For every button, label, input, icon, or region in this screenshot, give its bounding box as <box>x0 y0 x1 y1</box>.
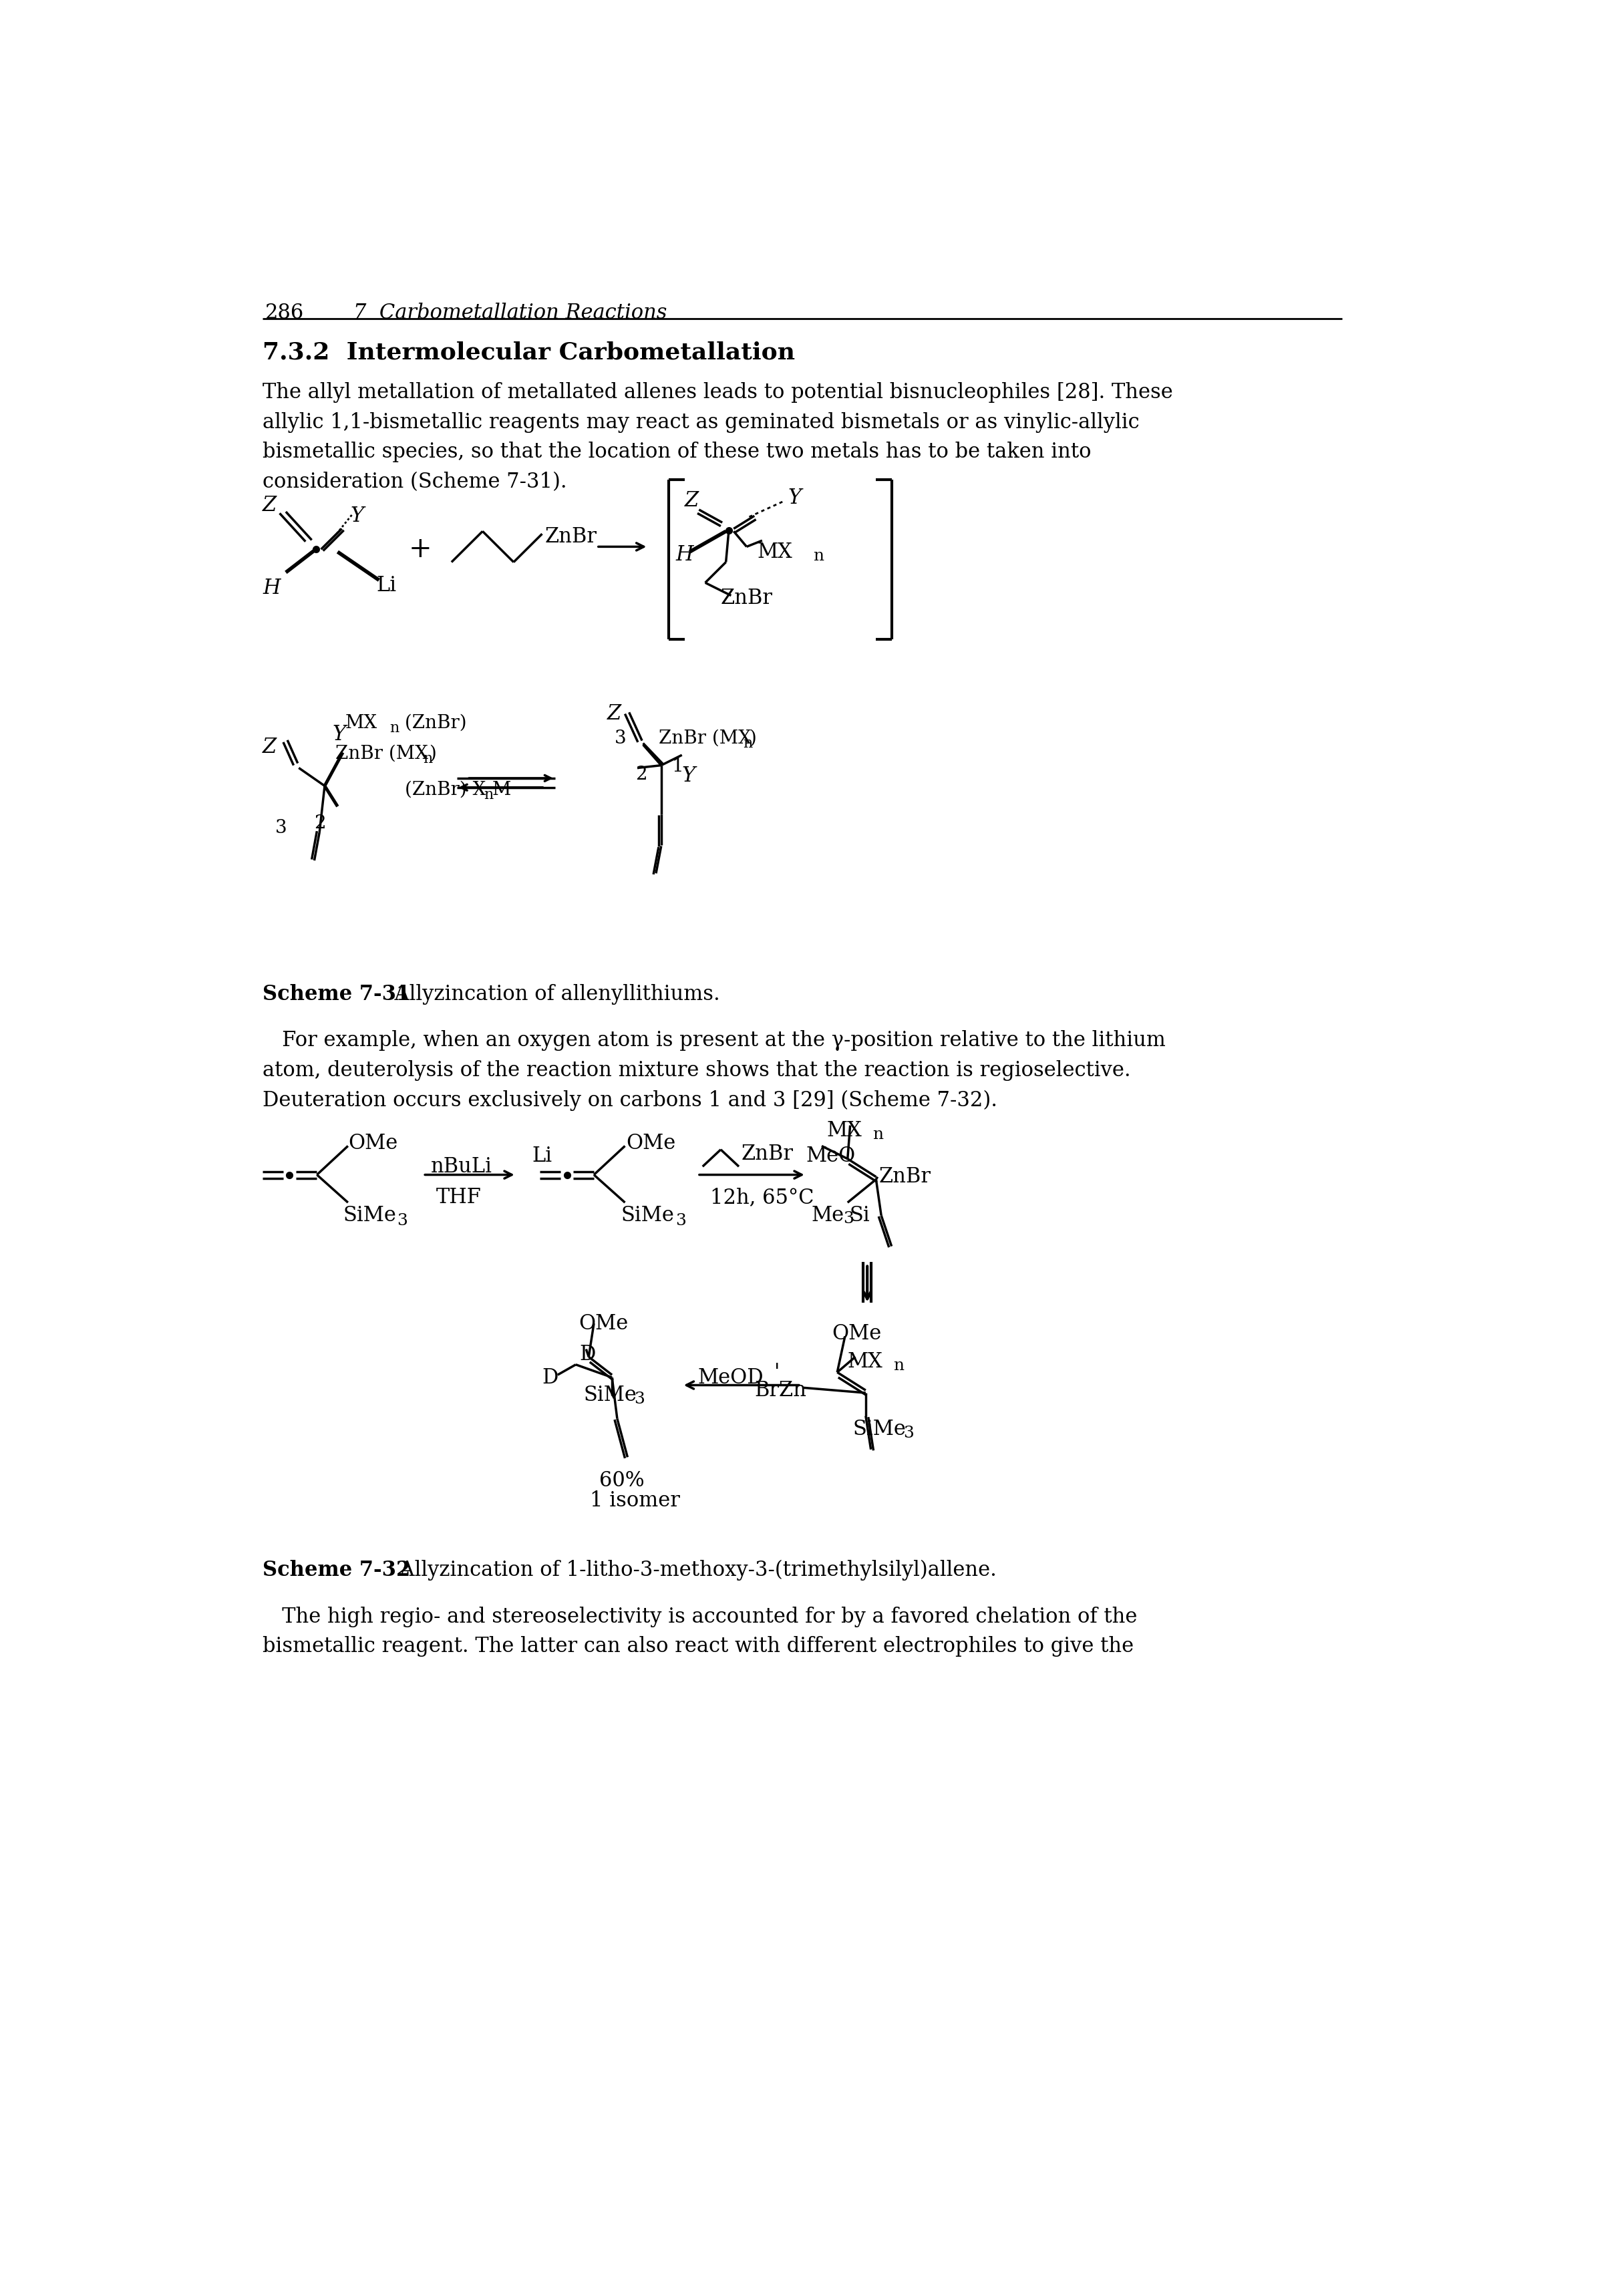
Text: Scheme 7-32: Scheme 7-32 <box>263 1560 411 1581</box>
Text: atom, deuterolysis of the reaction mixture shows that the reaction is regioselec: atom, deuterolysis of the reaction mixtu… <box>263 1060 1130 1080</box>
Text: 3: 3 <box>843 1211 854 1227</box>
Text: BrZn: BrZn <box>755 1380 807 1400</box>
Text: 3: 3 <box>903 1425 914 1441</box>
Text: ): ) <box>749 729 757 747</box>
Text: Allyzincation of 1-litho-3-methoxy-3-(trimethylsilyl)allene.: Allyzincation of 1-litho-3-methoxy-3-(tr… <box>387 1560 997 1581</box>
Text: D: D <box>542 1368 559 1389</box>
Text: Y: Y <box>351 505 364 525</box>
Text: ): ) <box>429 745 437 763</box>
Text: ZnBr: ZnBr <box>879 1167 931 1188</box>
Text: MX: MX <box>827 1119 862 1142</box>
Text: MeOD: MeOD <box>697 1368 763 1389</box>
Text: 1 isomer: 1 isomer <box>590 1491 680 1512</box>
Text: bismetallic reagent. The latter can also react with different electrophiles to g: bismetallic reagent. The latter can also… <box>263 1635 1134 1656</box>
Text: Y: Y <box>333 724 346 745</box>
Text: Z: Z <box>684 491 698 512</box>
Text: H: H <box>263 578 281 598</box>
Text: 3: 3 <box>614 729 627 747</box>
Text: ZnBr: ZnBr <box>544 525 596 546</box>
Text: 3: 3 <box>398 1213 408 1229</box>
Text: OMe: OMe <box>578 1313 628 1334</box>
Text: 7  Carbometallation Reactions: 7 Carbometallation Reactions <box>352 301 667 322</box>
Text: ZnBr: ZnBr <box>721 587 773 608</box>
Text: SiMe: SiMe <box>343 1206 396 1227</box>
Text: Z: Z <box>263 738 276 758</box>
Text: Z: Z <box>263 496 276 516</box>
Text: consideration (Scheme 7-31).: consideration (Scheme 7-31). <box>263 471 567 493</box>
Text: n: n <box>872 1126 883 1142</box>
Text: n: n <box>744 735 752 751</box>
Text: OMe: OMe <box>348 1133 398 1153</box>
Text: The allyl metallation of metallated allenes leads to potential bisnucleophiles [: The allyl metallation of metallated alle… <box>263 381 1173 402</box>
Text: Me: Me <box>812 1206 844 1227</box>
Text: MX: MX <box>757 541 793 562</box>
Text: Allyzincation of allenyllithiums.: Allyzincation of allenyllithiums. <box>382 984 719 1005</box>
Text: +: + <box>409 534 432 564</box>
Text: MeO: MeO <box>806 1147 856 1167</box>
Text: ZnBr (MX: ZnBr (MX <box>659 729 752 747</box>
Text: n: n <box>390 719 400 735</box>
Text: MX: MX <box>346 715 377 731</box>
Text: Scheme 7-31: Scheme 7-31 <box>263 984 411 1005</box>
Text: Y: Y <box>682 765 695 786</box>
Text: allylic 1,1-bismetallic reagents may react as geminated bismetals or as vinylic-: allylic 1,1-bismetallic reagents may rea… <box>263 411 1140 432</box>
Text: SiMe: SiMe <box>583 1384 637 1407</box>
Text: Li: Li <box>531 1147 552 1167</box>
Text: n: n <box>893 1359 905 1373</box>
Text: Z: Z <box>607 703 620 724</box>
Text: ZnBr (MX: ZnBr (MX <box>335 745 427 763</box>
Text: 3: 3 <box>276 820 287 838</box>
Text: The high regio- and stereoselectivity is accounted for by a favored chelation of: The high regio- and stereoselectivity is… <box>263 1606 1137 1626</box>
Text: Si: Si <box>849 1206 870 1227</box>
Text: 2: 2 <box>635 765 646 783</box>
Text: (ZnBr) X: (ZnBr) X <box>404 781 486 799</box>
Text: 7.3.2  Intermolecular Carbometallation: 7.3.2 Intermolecular Carbometallation <box>263 340 796 363</box>
Text: THF: THF <box>435 1188 481 1208</box>
Text: OMe: OMe <box>831 1322 882 1343</box>
Text: ': ' <box>775 1361 780 1382</box>
Text: ZnBr: ZnBr <box>742 1144 794 1165</box>
Text: SiMe: SiMe <box>853 1418 906 1439</box>
Text: 60%: 60% <box>599 1471 645 1491</box>
Text: 1: 1 <box>672 758 684 777</box>
Text: H: H <box>676 544 693 564</box>
Text: n: n <box>422 751 432 765</box>
Text: MX: MX <box>848 1352 883 1373</box>
Text: D: D <box>580 1343 596 1366</box>
Text: SiMe: SiMe <box>620 1206 674 1227</box>
Text: 3: 3 <box>676 1213 685 1229</box>
Text: Deuteration occurs exclusively on carbons 1 and 3 [29] (Scheme 7-32).: Deuteration occurs exclusively on carbon… <box>263 1089 997 1110</box>
Text: bismetallic species, so that the location of these two metals has to be taken in: bismetallic species, so that the locatio… <box>263 441 1091 461</box>
Text: 2: 2 <box>315 813 326 831</box>
Text: 12h, 65°C: 12h, 65°C <box>710 1188 814 1208</box>
Text: 3: 3 <box>635 1391 645 1407</box>
Text: Li: Li <box>377 576 396 596</box>
Text: n: n <box>484 788 494 802</box>
Text: For example, when an oxygen atom is present at the γ-position relative to the li: For example, when an oxygen atom is pres… <box>263 1030 1166 1051</box>
Text: OMe: OMe <box>625 1133 676 1153</box>
Text: M: M <box>492 781 512 799</box>
Text: Y: Y <box>788 486 802 509</box>
Text: 286: 286 <box>265 301 304 322</box>
Text: (ZnBr): (ZnBr) <box>400 715 466 731</box>
Text: nBuLi: nBuLi <box>430 1156 492 1176</box>
Text: n: n <box>814 548 823 564</box>
